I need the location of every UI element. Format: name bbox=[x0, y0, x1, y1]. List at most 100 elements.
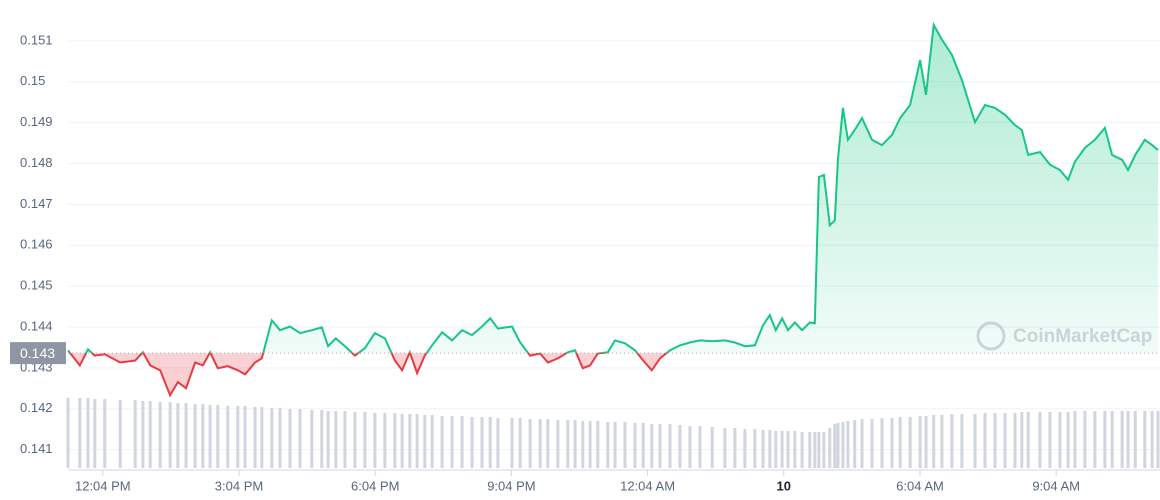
volume-bar bbox=[1066, 412, 1070, 468]
volume-bar bbox=[1093, 411, 1097, 468]
volume-bar bbox=[423, 415, 427, 468]
volume-bar bbox=[846, 421, 850, 468]
volume-bar bbox=[1038, 412, 1042, 468]
volume-bar bbox=[1003, 413, 1007, 468]
volume-bar bbox=[236, 406, 240, 468]
volume-bar bbox=[780, 431, 784, 468]
volume-bar bbox=[93, 399, 97, 468]
y-tick-label: 0.145 bbox=[20, 278, 53, 293]
volume-bar bbox=[908, 417, 912, 468]
volume-bar bbox=[698, 426, 702, 468]
y-tick-label: 0.146 bbox=[20, 237, 53, 252]
volume-bar bbox=[822, 432, 826, 468]
volume-bar bbox=[216, 405, 220, 468]
x-tick-label: 6:04 PM bbox=[351, 478, 399, 493]
watermark: CoinMarketCap bbox=[976, 321, 1152, 351]
volume-bar bbox=[78, 398, 82, 468]
volume-bar bbox=[918, 416, 922, 468]
volume-bar bbox=[733, 428, 737, 468]
volume-bar bbox=[870, 419, 874, 468]
volume-bar bbox=[898, 417, 902, 468]
volume-bar bbox=[260, 407, 264, 468]
volume-bar bbox=[688, 426, 692, 468]
volume-bar bbox=[658, 424, 662, 468]
volume-bar bbox=[860, 419, 864, 468]
volume-bar bbox=[510, 418, 514, 468]
volume-bar bbox=[1110, 411, 1114, 468]
x-tick-label: 10 bbox=[777, 478, 791, 493]
volume-bar bbox=[326, 411, 330, 468]
volume-bar bbox=[817, 432, 821, 468]
volume-bar bbox=[668, 424, 672, 468]
volume-bar bbox=[1073, 411, 1077, 468]
volume-bar bbox=[363, 412, 367, 468]
volume-bar bbox=[66, 398, 70, 468]
volume-bar bbox=[800, 432, 804, 468]
y-tick-label: 0.151 bbox=[20, 32, 53, 47]
volume-bar bbox=[460, 416, 464, 468]
volume-bar bbox=[158, 402, 162, 468]
y-tick-label: 0.147 bbox=[20, 196, 53, 211]
volume-bar bbox=[184, 403, 188, 468]
volume-bar bbox=[400, 414, 404, 468]
volume-bar bbox=[793, 431, 797, 468]
volume-bar bbox=[226, 406, 230, 468]
volume-bar bbox=[480, 417, 484, 468]
volume-bar bbox=[678, 425, 682, 468]
volume-bar bbox=[408, 414, 412, 468]
volume-bar bbox=[880, 418, 884, 468]
volume-bar bbox=[1156, 411, 1160, 468]
volume-bar bbox=[828, 428, 832, 468]
volume-bar bbox=[118, 400, 122, 468]
volume-bar bbox=[950, 414, 954, 468]
x-tick-label: 12:04 PM bbox=[75, 478, 131, 493]
volume-bar bbox=[253, 407, 257, 468]
volume-bar bbox=[243, 406, 247, 468]
volume-bar bbox=[743, 429, 747, 468]
y-tick-label: 0.141 bbox=[20, 441, 53, 456]
volume-bar bbox=[924, 416, 928, 468]
volume bbox=[66, 398, 1160, 468]
volume-bar bbox=[973, 414, 977, 468]
x-tick-label: 6:04 AM bbox=[896, 478, 944, 493]
volume-bar bbox=[528, 419, 532, 468]
y-tick-label: 0.144 bbox=[20, 318, 53, 333]
volume-bar bbox=[168, 402, 172, 468]
volume-bar bbox=[993, 413, 997, 468]
volume-bar bbox=[141, 401, 145, 468]
volume-bar bbox=[606, 422, 610, 468]
volume-bar bbox=[774, 431, 778, 468]
volume-bar bbox=[496, 418, 500, 468]
x-tick-label: 12:04 AM bbox=[620, 478, 675, 493]
volume-bar bbox=[440, 416, 444, 468]
volume-bar bbox=[320, 410, 324, 468]
volume-bar bbox=[633, 423, 637, 468]
volume-bar bbox=[334, 411, 338, 468]
volume-bar bbox=[86, 398, 90, 468]
volume-bar bbox=[596, 421, 600, 468]
volume-bar bbox=[148, 401, 152, 468]
volume-bar bbox=[853, 420, 857, 468]
y-tick-label: 0.149 bbox=[20, 114, 53, 129]
volume-bar bbox=[623, 422, 627, 468]
volume-bar bbox=[393, 413, 397, 468]
volume-bar bbox=[538, 419, 542, 468]
volume-bar bbox=[373, 413, 377, 468]
y-tick-label: 0.142 bbox=[20, 400, 53, 415]
y-tick-label: 0.15 bbox=[20, 73, 45, 88]
volume-bar bbox=[786, 431, 790, 468]
volume-bar bbox=[1133, 411, 1137, 468]
volume-bar bbox=[298, 409, 302, 468]
volume-bar bbox=[768, 430, 772, 468]
volume-bar bbox=[415, 414, 419, 468]
volume-bar bbox=[103, 399, 107, 468]
volume-bar bbox=[1058, 412, 1062, 468]
volume-bar bbox=[1143, 411, 1147, 468]
volume-bar bbox=[641, 423, 645, 468]
volume-bar bbox=[1048, 412, 1052, 468]
price-line-up bbox=[67, 21, 1159, 354]
volume-bar bbox=[1083, 411, 1087, 468]
volume-bar bbox=[813, 432, 817, 468]
volume-bar bbox=[932, 415, 936, 468]
volume-bar bbox=[1013, 413, 1017, 468]
